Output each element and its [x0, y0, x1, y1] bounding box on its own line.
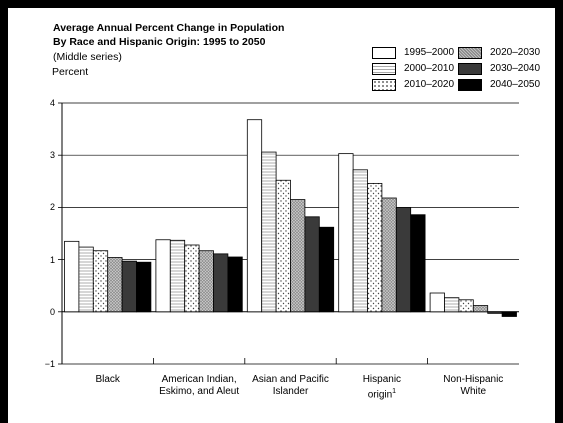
y-tick-label: −1 — [44, 359, 55, 369]
bar — [458, 299, 474, 313]
legend-label: 2010–2020 — [404, 79, 455, 90]
bar — [136, 261, 152, 313]
footnote-marker: 1 — [392, 388, 397, 395]
bar — [381, 197, 397, 313]
x-category-label-line1: Non-Hispanic — [443, 374, 504, 385]
bar — [318, 226, 335, 313]
x-category-label: American Indian, Eskimo, and Aleut — [144, 374, 254, 398]
x-category-label-line1: American Indian, — [161, 374, 237, 385]
y-tick-label: 3 — [49, 150, 55, 161]
bar — [184, 244, 200, 313]
bar — [92, 250, 109, 313]
bar — [227, 256, 243, 313]
x-category-label-line1: Black — [95, 374, 120, 385]
bar — [487, 311, 503, 314]
bar — [367, 182, 383, 313]
bar — [338, 153, 354, 313]
bar — [246, 119, 263, 313]
bar — [213, 253, 229, 313]
legend-swatch — [372, 63, 396, 75]
x-category-label-line2: origin1 — [367, 388, 397, 401]
y-tick-label: 1 — [49, 254, 55, 265]
bar — [290, 199, 306, 313]
bar — [395, 206, 412, 313]
bar — [261, 151, 277, 313]
x-category-label: Hispanic origin1 — [327, 374, 437, 401]
chart-title-line1: Average Annual Percent Change in Populat… — [53, 22, 285, 34]
legend-swatch — [458, 79, 482, 91]
x-category-label-line1: Asian and Pacific — [252, 374, 329, 385]
legend-label: 2040–2050 — [490, 79, 541, 90]
bar — [169, 239, 186, 313]
x-category-label-line2: White — [460, 386, 487, 397]
legend-label: 2020–2030 — [490, 47, 541, 58]
bar — [444, 297, 460, 313]
x-category-label-line2: Islander — [272, 386, 309, 397]
x-category-label-line2: Eskimo, and Aleut — [159, 386, 240, 397]
bar — [352, 169, 368, 313]
x-category-label: Asian and Pacific Islander — [236, 374, 346, 398]
bar — [410, 214, 426, 313]
bar — [121, 260, 137, 313]
bar — [64, 240, 80, 313]
legend-label: 1995–2000 — [404, 47, 455, 58]
legend-label: 2000–2010 — [404, 63, 455, 74]
y-tick-label: 4 — [49, 98, 55, 108]
bar — [107, 257, 123, 313]
bar — [429, 292, 445, 313]
bar — [78, 246, 94, 313]
y-axis-label: Percent — [52, 66, 89, 78]
chart-title-line2: By Race and Hispanic Origin: 1995 to 205… — [53, 36, 266, 48]
legend-swatch — [372, 79, 396, 91]
y-tick-label: 2 — [49, 202, 55, 213]
x-category-label: Black — [53, 374, 163, 386]
bar — [472, 305, 489, 313]
x-category-label-line1: Hispanic — [362, 374, 402, 385]
x-category-label: Non-Hispanic White — [418, 374, 528, 398]
bar — [198, 250, 214, 313]
legend-label: 2030–2040 — [490, 63, 541, 74]
chart-subtitle: (Middle series) — [53, 51, 122, 63]
bar — [155, 239, 171, 313]
y-tick-label: 0 — [49, 306, 55, 317]
legend-swatch — [458, 63, 482, 75]
bar — [501, 311, 517, 317]
legend-swatch — [458, 47, 482, 59]
legend-swatch — [372, 47, 396, 59]
bar — [304, 216, 320, 313]
bar — [275, 179, 291, 313]
